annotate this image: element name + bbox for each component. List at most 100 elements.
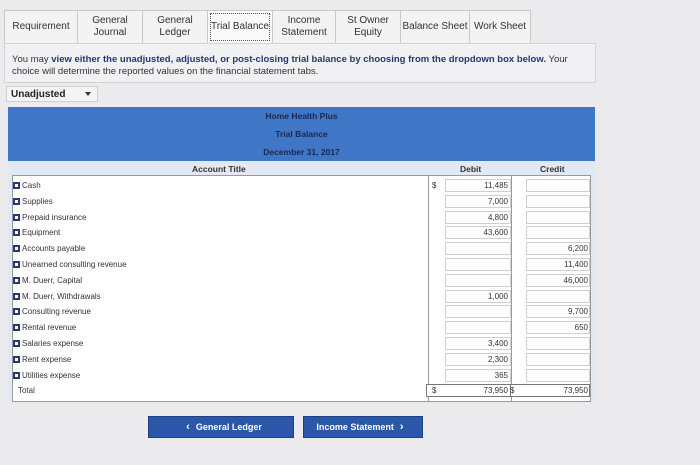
credit-input[interactable]	[526, 305, 590, 319]
account-cell[interactable]: Unearned consulting revenue	[13, 260, 127, 269]
account-selector-icon	[13, 340, 20, 347]
tab-bar: Requirement General Journal General Ledger…	[4, 10, 531, 44]
account-cell[interactable]: Salaries expense	[13, 339, 83, 348]
debit-input[interactable]	[445, 273, 511, 287]
credit-value: 46,000	[563, 275, 588, 285]
credit-input[interactable]	[526, 242, 590, 256]
tab-balance-sheet[interactable]: Balance Sheet	[400, 10, 470, 44]
account-cell[interactable]: Utilities expense	[13, 371, 80, 380]
tab-label: St Owner Equity	[347, 15, 389, 38]
tab-label: Work Sheet	[473, 21, 527, 32]
prev-general-ledger-button[interactable]: ‹ General Ledger	[148, 416, 294, 438]
table-row: Accounts payable 6,200	[8, 242, 595, 257]
credit-input[interactable]	[526, 226, 590, 240]
account-cell[interactable]: Cash	[13, 181, 41, 190]
account-cell[interactable]: M. Duerr, Capital	[13, 276, 82, 285]
account-selector-icon	[13, 308, 20, 316]
tab-requirement[interactable]: Requirement	[4, 10, 78, 44]
credit-input[interactable]	[526, 337, 590, 350]
account-cell[interactable]: M. Duerr, Withdrawals	[13, 292, 101, 301]
account-selector-icon	[13, 276, 20, 284]
account-name: M. Duerr, Capital	[22, 275, 83, 285]
table-row: Consulting revenue 9,700	[8, 305, 595, 320]
table-row: Cash $11,485	[8, 179, 595, 194]
debit-input[interactable]	[445, 179, 511, 192]
report-date: December 31, 2017	[263, 147, 340, 157]
account-name: Supplies	[22, 196, 53, 206]
debit-value: 7,000	[487, 196, 508, 206]
instructions-prefix: You may	[12, 54, 52, 65]
debit-input[interactable]	[445, 321, 511, 335]
dollar-sign: $	[510, 386, 515, 396]
debit-value: 11,485	[484, 181, 508, 190]
account-cell[interactable]: Consulting revenue	[13, 307, 91, 316]
credit-input[interactable]	[526, 289, 590, 303]
account-cell[interactable]: Prepaid insurance	[13, 213, 86, 222]
account-name: Salaries expense	[22, 339, 84, 348]
next-income-statement-button[interactable]: Income Statement ›	[303, 416, 423, 438]
debit-input[interactable]	[445, 258, 511, 271]
table-row: Unearned consulting revenue 11,400	[8, 258, 595, 273]
tab-general-journal[interactable]: General Journal	[77, 10, 143, 44]
report-title: Trial Balance	[275, 129, 328, 139]
debit-value: 4,800	[487, 212, 508, 222]
dollar-sign: $	[432, 386, 437, 396]
account-selector-icon	[13, 197, 20, 205]
instructions-panel	[4, 43, 596, 83]
tab-general-ledger[interactable]: General Ledger	[142, 10, 208, 44]
credit-input[interactable]	[526, 210, 590, 224]
account-selector-icon	[13, 213, 20, 221]
account-selector-icon	[13, 229, 20, 237]
total-credit-box	[510, 384, 590, 398]
table-row: Rent expense 2,300	[8, 352, 595, 368]
table-row: Rental revenue 650	[8, 321, 595, 336]
credit-input[interactable]	[526, 258, 590, 271]
debit-input[interactable]	[445, 289, 511, 303]
tab-work-sheet[interactable]: Work Sheet	[469, 10, 531, 44]
tab-st-owner-equity[interactable]: St Owner Equity	[335, 10, 401, 44]
column-header-debit: Debit	[460, 164, 482, 174]
debit-input[interactable]	[445, 194, 511, 208]
debit-input[interactable]	[445, 368, 511, 382]
account-name: Consulting revenue	[22, 307, 91, 317]
credit-input[interactable]	[526, 368, 590, 382]
credit-value: 650	[574, 323, 588, 333]
dropdown-selected-value: Unadjusted	[11, 88, 66, 100]
tab-trial-balance[interactable]: Trial Balance	[207, 10, 273, 44]
account-selector-icon	[13, 245, 20, 253]
tab-label: General Journal	[92, 15, 128, 38]
trial-balance-type-dropdown[interactable]: Unadjusted	[6, 86, 98, 102]
debit-value: 1,000	[487, 291, 508, 301]
debit-input[interactable]	[445, 352, 511, 366]
total-debit-value: 73,950	[483, 386, 508, 396]
account-cell[interactable]: Equipment	[13, 228, 60, 237]
credit-input[interactable]	[526, 352, 590, 366]
chevron-left-icon: ‹	[186, 421, 190, 433]
account-cell[interactable]: Rental revenue	[13, 323, 76, 332]
account-selector-icon	[13, 324, 20, 332]
report-header: Home Health Plus Trial Balance December …	[8, 107, 595, 161]
credit-input[interactable]	[526, 321, 590, 335]
table-row: Equipment 43,600	[8, 226, 595, 241]
account-cell[interactable]: Accounts payable	[13, 244, 85, 253]
debit-input[interactable]	[445, 226, 511, 240]
account-name: Equipment	[22, 228, 61, 238]
credit-input[interactable]	[526, 194, 590, 208]
debit-input[interactable]	[445, 242, 511, 256]
debit-value: 365	[494, 370, 508, 380]
button-label: General Ledger	[195, 422, 262, 432]
total-credit-value: 73,950	[563, 386, 588, 396]
debit-input[interactable]	[445, 337, 511, 350]
credit-value: 9,700	[567, 307, 588, 317]
credit-input[interactable]	[526, 179, 590, 192]
credit-input[interactable]	[526, 273, 590, 287]
account-name: Rent expense	[22, 354, 72, 364]
debit-input[interactable]	[445, 210, 511, 224]
account-name: Cash	[22, 181, 41, 190]
tab-label: General Ledger	[157, 15, 193, 38]
account-name: Prepaid insurance	[22, 212, 87, 222]
debit-input[interactable]	[445, 305, 511, 319]
tab-income-statement[interactable]: Income Statement	[272, 10, 336, 44]
account-cell[interactable]: Supplies	[13, 197, 53, 206]
account-cell[interactable]: Rent expense	[13, 355, 71, 364]
